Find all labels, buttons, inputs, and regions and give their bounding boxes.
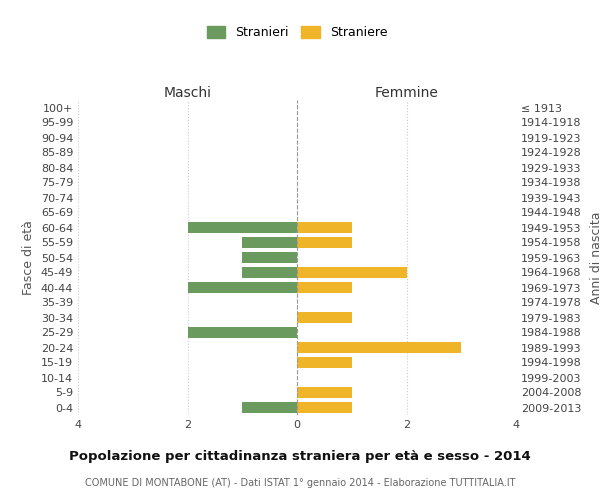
Bar (297, 267, 407, 278)
Bar (297, 342, 461, 353)
Bar (297, 238, 352, 248)
Bar (242, 402, 297, 412)
Bar (297, 357, 352, 368)
Y-axis label: Fasce di età: Fasce di età (22, 220, 35, 295)
Text: Popolazione per cittadinanza straniera per età e sesso - 2014: Popolazione per cittadinanza straniera p… (69, 450, 531, 463)
Bar (297, 222, 352, 233)
Bar (297, 312, 352, 323)
Legend: Stranieri, Straniere: Stranieri, Straniere (202, 21, 392, 44)
Bar (187, 222, 297, 233)
Bar (242, 267, 297, 278)
Bar (297, 282, 352, 292)
Bar (297, 387, 352, 398)
Y-axis label: Anni di nascita: Anni di nascita (590, 211, 600, 304)
Bar (187, 282, 297, 292)
Text: Maschi: Maschi (163, 86, 212, 100)
Bar (187, 327, 297, 338)
Text: COMUNE DI MONTABONE (AT) - Dati ISTAT 1° gennaio 2014 - Elaborazione TUTTITALIA.: COMUNE DI MONTABONE (AT) - Dati ISTAT 1°… (85, 478, 515, 488)
Bar (297, 402, 352, 412)
Bar (242, 252, 297, 263)
Text: Femmine: Femmine (374, 86, 439, 100)
Bar (242, 238, 297, 248)
